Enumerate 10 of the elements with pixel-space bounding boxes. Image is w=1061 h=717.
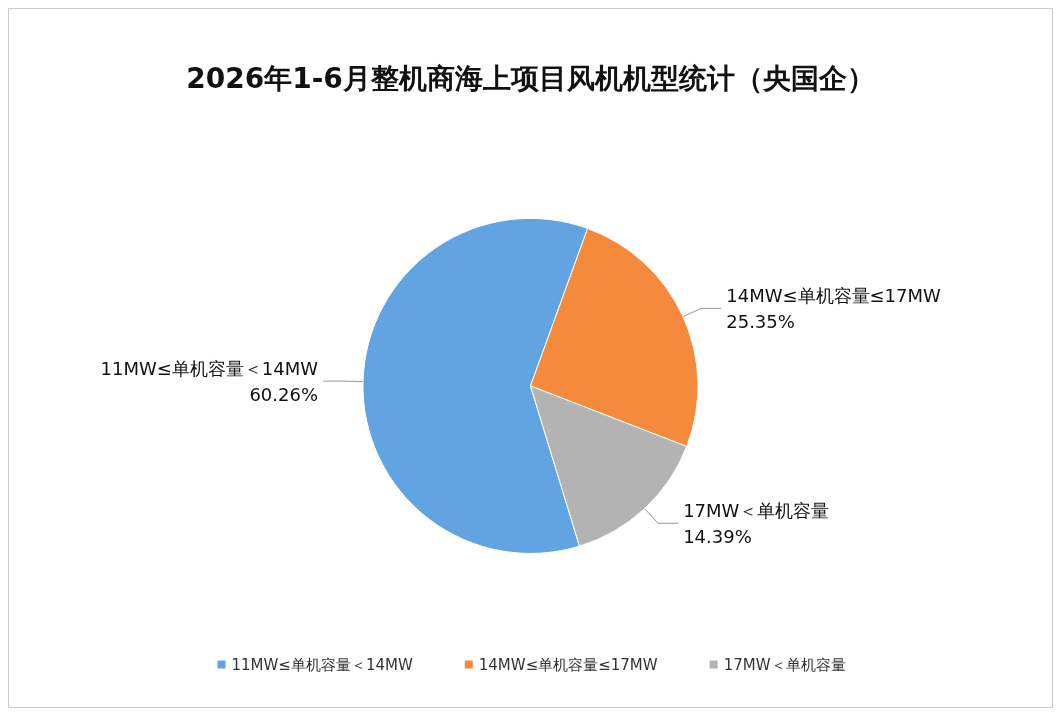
data-label: 60.26% bbox=[249, 383, 319, 405]
data-label: 25.35% bbox=[726, 310, 795, 332]
data-label: 14.39% bbox=[683, 525, 752, 547]
legend-label: 17MW＜单机容量 bbox=[723, 655, 846, 674]
slice-label: 11MW≤单机容量＜14MW bbox=[100, 357, 319, 379]
slice-label: 14MW≤单机容量≤17MW bbox=[726, 284, 942, 306]
legend-label: 14MW≤单机容量≤17MW bbox=[478, 655, 658, 674]
legend-label: 11MW≤单机容量＜14MW bbox=[231, 655, 413, 674]
chart-title: 2026年1-6月整机商海上项目风机机型统计（央国企） bbox=[186, 61, 875, 95]
slice-label: 17MW＜单机容量 bbox=[683, 499, 830, 521]
